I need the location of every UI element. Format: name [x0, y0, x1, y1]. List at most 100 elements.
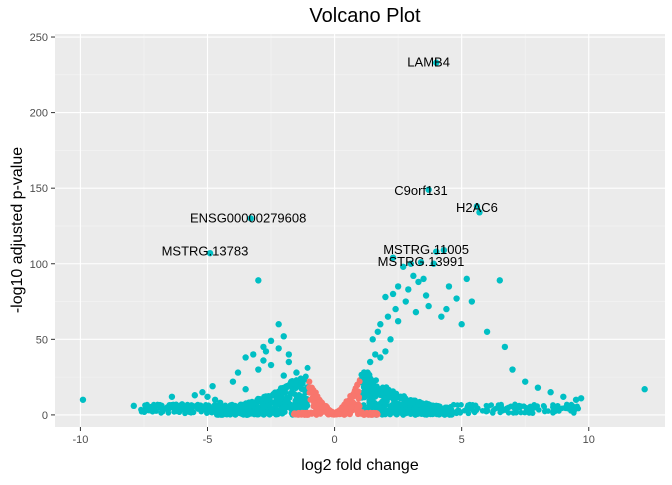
- significant-point: [202, 402, 209, 408]
- significant-point: [368, 395, 375, 402]
- not-significant-point: [348, 404, 355, 411]
- significant-point: [458, 321, 465, 328]
- significant-point: [400, 263, 407, 270]
- not-significant-point: [308, 389, 315, 396]
- not-significant-point: [357, 409, 364, 416]
- significant-point: [250, 351, 257, 358]
- significant-point: [392, 406, 399, 413]
- significant-point: [280, 404, 287, 411]
- significant-point: [503, 407, 510, 414]
- significant-point: [254, 396, 261, 403]
- significant-point: [294, 395, 301, 402]
- significant-point: [392, 305, 399, 313]
- significant-point: [534, 403, 541, 409]
- significant-point: [552, 404, 559, 411]
- significant-point: [363, 378, 370, 385]
- significant-point: [168, 393, 176, 400]
- significant-point: [255, 366, 262, 373]
- significant-point: [280, 372, 287, 379]
- significant-point: [369, 336, 376, 343]
- significant-point: [571, 408, 577, 414]
- significant-point: [275, 321, 282, 328]
- significant-point: [198, 408, 205, 415]
- significant-point: [144, 401, 150, 408]
- significant-point: [489, 410, 496, 416]
- significant-point: [182, 410, 188, 417]
- significant-point: [223, 410, 230, 417]
- not-significant-point: [319, 404, 326, 411]
- significant-point: [394, 317, 402, 325]
- significant-point: [79, 396, 87, 403]
- significant-point: [479, 407, 486, 414]
- not-significant-point: [351, 393, 358, 400]
- significant-point: [272, 389, 279, 396]
- significant-point: [382, 348, 389, 355]
- significant-point: [458, 402, 464, 408]
- significant-point: [574, 403, 580, 410]
- significant-point: [472, 402, 479, 409]
- significant-point: [417, 259, 425, 266]
- significant-point: [275, 345, 282, 352]
- not-significant-point: [364, 410, 371, 417]
- not-significant-point: [342, 405, 349, 412]
- significant-point: [206, 249, 214, 257]
- not-significant-point: [346, 411, 353, 418]
- significant-point: [191, 392, 198, 399]
- not-significant-point: [355, 395, 362, 402]
- significant-point: [382, 293, 389, 301]
- significant-point: [158, 410, 164, 416]
- significant-point: [168, 401, 175, 408]
- not-significant-point: [356, 378, 363, 385]
- annotation-label: LAMB4: [407, 55, 450, 70]
- significant-point: [425, 302, 432, 310]
- significant-point: [280, 384, 287, 391]
- significant-point: [364, 383, 371, 390]
- significant-point: [437, 409, 444, 416]
- significant-point: [407, 260, 415, 267]
- significant-point: [266, 402, 273, 409]
- y-axis-ticks: 0 50 100 150 200 250: [30, 32, 55, 422]
- significant-point: [189, 408, 196, 414]
- significant-point: [222, 402, 229, 409]
- plot-panel: [55, 34, 665, 427]
- y-tick-label: 50: [36, 334, 48, 346]
- significant-point: [267, 337, 275, 345]
- y-tick-label: 100: [30, 259, 48, 271]
- significant-point: [391, 397, 398, 404]
- significant-point: [159, 402, 165, 409]
- significant-point: [438, 313, 445, 320]
- significant-point: [384, 313, 392, 320]
- significant-point: [509, 366, 516, 373]
- significant-point: [527, 409, 534, 415]
- significant-point: [281, 409, 288, 416]
- significant-point: [448, 406, 455, 413]
- y-tick-label: 0: [42, 410, 48, 422]
- significant-point: [433, 59, 440, 66]
- not-significant-point: [314, 393, 321, 400]
- significant-point: [247, 408, 254, 415]
- significant-point: [285, 351, 293, 358]
- not-significant-point: [302, 411, 309, 418]
- y-tick-label: 150: [30, 183, 48, 195]
- chart-title: Volcano Plot: [309, 5, 421, 27]
- not-significant-point: [338, 405, 345, 412]
- significant-point: [425, 186, 432, 193]
- significant-point: [394, 283, 402, 290]
- points-layer: [79, 59, 648, 418]
- significant-point: [431, 408, 438, 415]
- significant-point: [216, 407, 223, 413]
- x-axis-title: log2 fold change: [301, 457, 419, 474]
- significant-point: [547, 389, 554, 396]
- significant-point: [405, 286, 412, 293]
- annotation-label: H2AC6: [456, 200, 498, 215]
- significant-point: [211, 396, 219, 403]
- significant-point: [377, 354, 384, 361]
- significant-point: [410, 272, 417, 280]
- significant-point: [165, 410, 172, 416]
- annotation-label: C9orf131: [394, 183, 447, 198]
- significant-point: [363, 374, 370, 381]
- significant-point: [199, 389, 206, 396]
- significant-point: [173, 408, 180, 415]
- significant-point: [242, 354, 249, 361]
- annotation-label: MSTRG.13991: [378, 254, 465, 269]
